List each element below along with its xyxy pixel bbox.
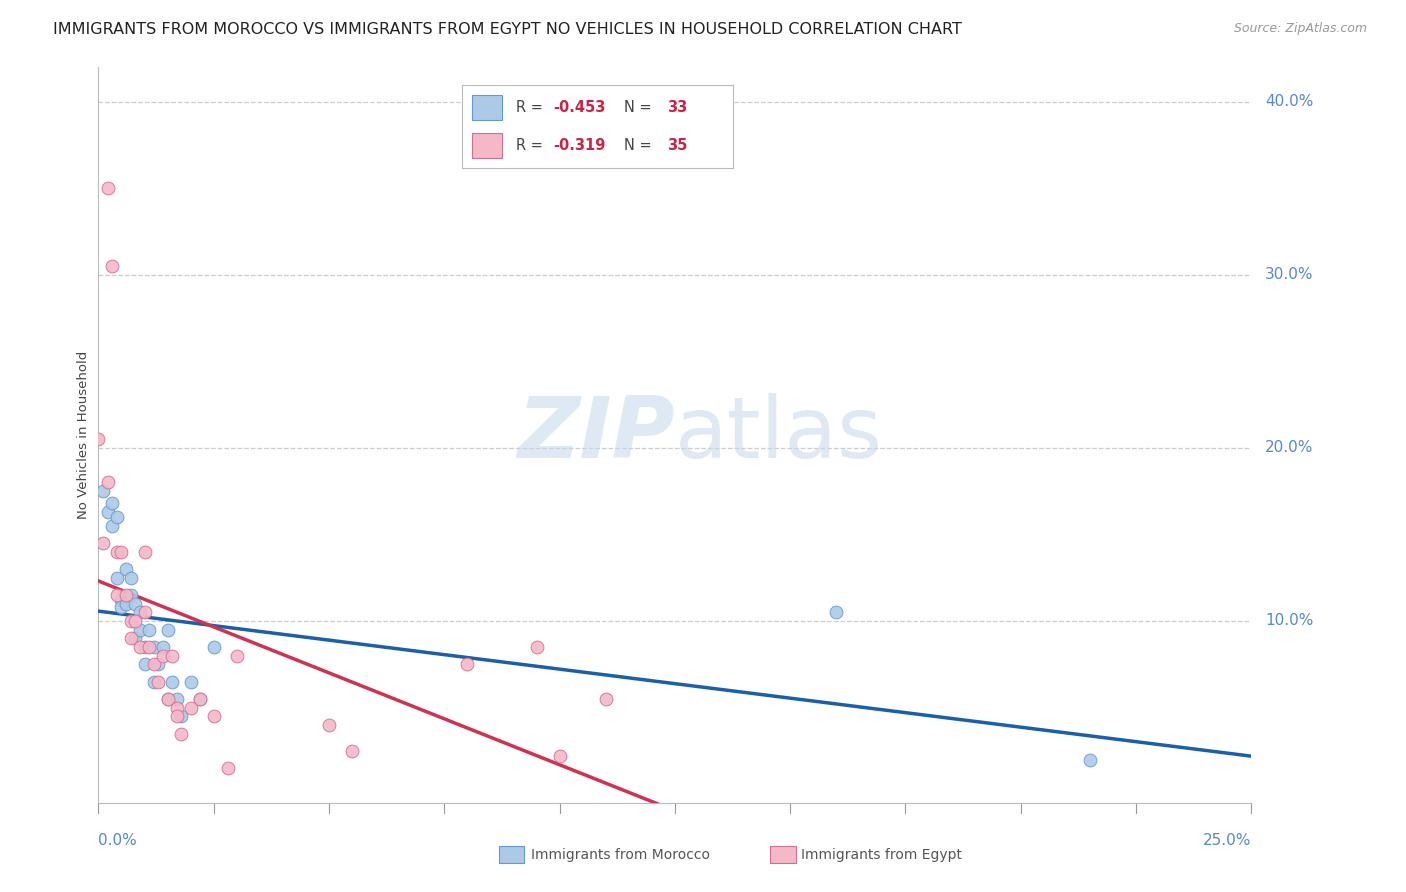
Point (166, 700, 188, 714)
Text: ZIP: ZIP (517, 393, 675, 476)
Text: IMMIGRANTS FROM MOROCCO VS IMMIGRANTS FROM EGYPT NO VEHICLES IN HOUSEHOLD CORREL: IMMIGRANTS FROM MOROCCO VS IMMIGRANTS FR… (53, 22, 962, 37)
Point (105, 571, 128, 585)
Point (87, 432, 110, 446)
Point (120, 588, 142, 602)
Point (156, 623, 179, 637)
Point (188, 692, 211, 706)
Point (91, 536, 114, 550)
Point (825, 605, 848, 619)
Text: 25.0%: 25.0% (1204, 833, 1251, 848)
Point (134, 640, 156, 654)
Text: atlas: atlas (675, 393, 883, 476)
Point (105, 545, 128, 559)
Point (91, 484, 114, 499)
Point (217, 761, 239, 775)
Text: Immigrants from Egypt: Immigrants from Egypt (801, 847, 963, 862)
Point (548, 749, 571, 764)
Point (97, 505, 120, 519)
Point (124, 614, 146, 628)
Point (148, 657, 170, 672)
Point (120, 571, 142, 585)
Point (340, 744, 363, 758)
Point (202, 709, 225, 723)
Text: 0.0%: 0.0% (98, 833, 138, 848)
Point (110, 593, 132, 607)
Point (160, 674, 183, 689)
Point (456, 657, 478, 672)
Point (180, 674, 202, 689)
Point (166, 692, 188, 706)
Point (148, 674, 170, 689)
Point (124, 632, 146, 646)
Point (180, 700, 202, 714)
Text: 30.0%: 30.0% (1265, 268, 1313, 282)
Point (138, 640, 160, 654)
Point (138, 623, 160, 637)
Point (115, 597, 138, 611)
Point (129, 623, 152, 637)
Point (156, 692, 179, 706)
Point (129, 605, 152, 619)
Point (124, 597, 146, 611)
Point (170, 726, 193, 740)
Point (129, 640, 152, 654)
Text: Source: ZipAtlas.com: Source: ZipAtlas.com (1233, 22, 1367, 36)
Point (120, 632, 142, 646)
Text: 40.0%: 40.0% (1265, 94, 1313, 109)
Point (526, 640, 548, 654)
Point (97, 475, 120, 490)
Point (170, 709, 193, 723)
Point (225, 648, 247, 663)
Point (101, 496, 124, 510)
Point (152, 640, 174, 654)
Point (110, 545, 132, 559)
Point (97, 181, 120, 195)
Point (152, 648, 174, 663)
Point (160, 648, 183, 663)
Point (1078, 752, 1101, 766)
Point (202, 640, 225, 654)
Point (134, 545, 156, 559)
Point (120, 614, 142, 628)
Point (110, 600, 132, 615)
Text: Immigrants from Morocco: Immigrants from Morocco (531, 847, 710, 862)
Text: 10.0%: 10.0% (1265, 614, 1313, 629)
Point (105, 588, 128, 602)
Point (134, 657, 156, 672)
Point (134, 605, 156, 619)
Point (318, 718, 340, 732)
Point (595, 692, 617, 706)
Point (156, 692, 179, 706)
Point (142, 640, 165, 654)
Point (142, 674, 165, 689)
Point (101, 518, 124, 533)
Point (115, 588, 138, 602)
Point (105, 510, 128, 524)
Y-axis label: No Vehicles in Household: No Vehicles in Household (77, 351, 90, 519)
Point (115, 562, 138, 576)
Text: 20.0%: 20.0% (1265, 441, 1313, 455)
Point (101, 259, 124, 273)
Point (166, 709, 188, 723)
Point (188, 692, 211, 706)
Point (142, 657, 165, 672)
